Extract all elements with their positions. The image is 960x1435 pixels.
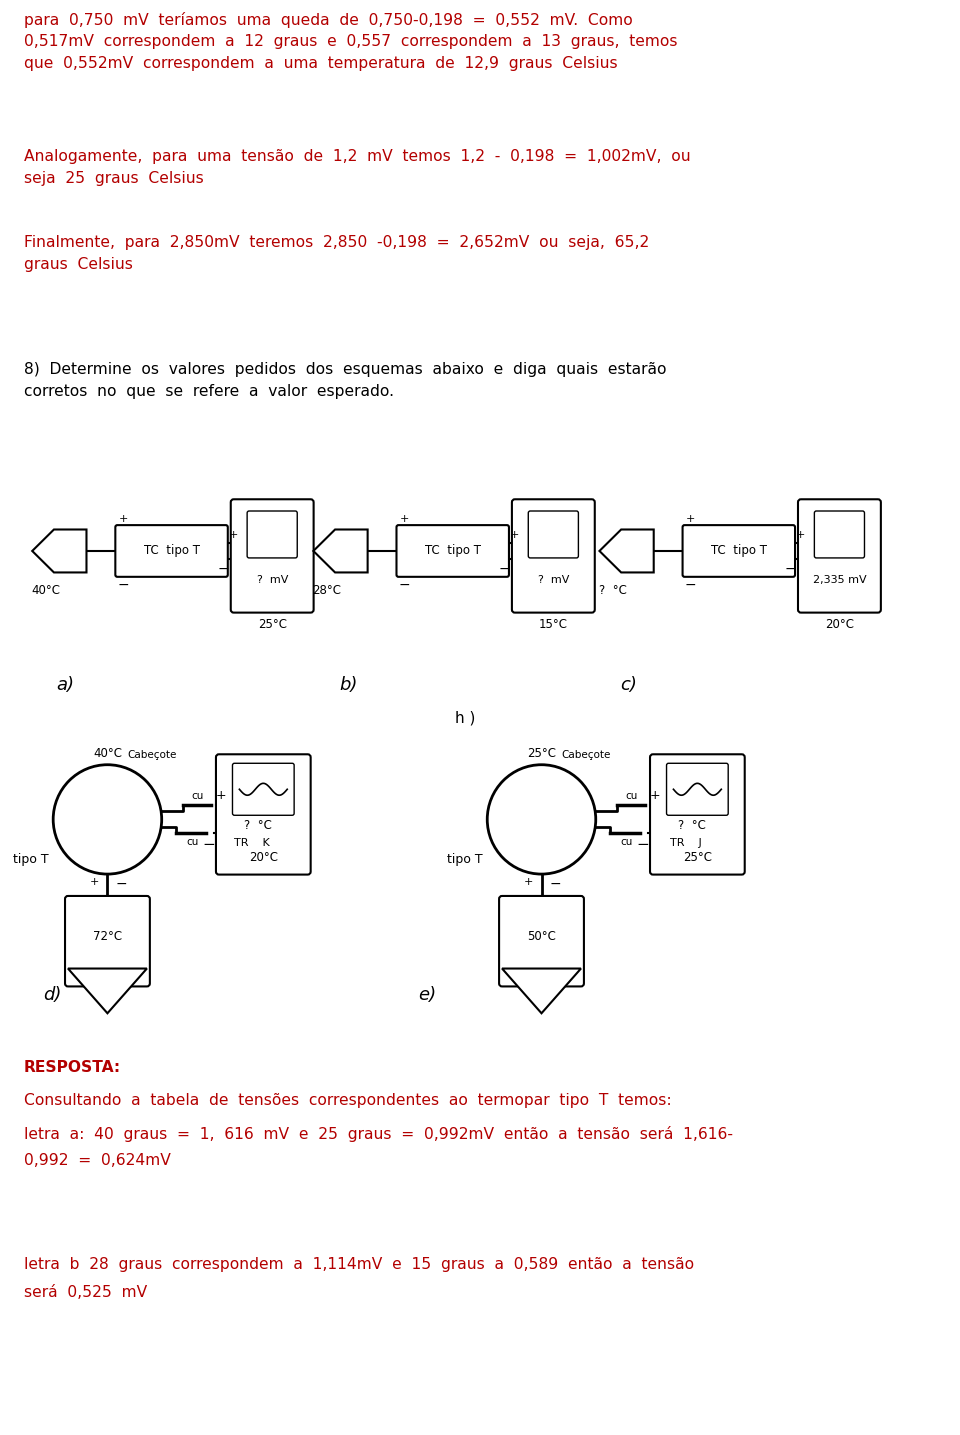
Text: que  0,552mV  correspondem  a  uma  temperatura  de  12,9  graus  Celsius: que 0,552mV correspondem a uma temperatu… [24,56,617,70]
FancyBboxPatch shape [216,755,311,874]
Polygon shape [313,530,368,573]
Text: 20°C: 20°C [249,851,277,864]
Text: 40°C: 40°C [32,584,60,597]
Text: 50°C: 50°C [527,930,556,943]
Text: b): b) [339,676,358,695]
Text: +: + [229,530,238,540]
Text: Cabeçote: Cabeçote [127,749,177,759]
Text: −: − [203,837,215,852]
Polygon shape [33,530,86,573]
Text: +: + [650,788,660,802]
Circle shape [488,765,596,874]
Text: 25°C: 25°C [683,851,712,864]
FancyBboxPatch shape [247,511,298,558]
Text: Cabeçote: Cabeçote [562,749,611,759]
Text: corretos  no  que  se  refere  a  valor  esperado.: corretos no que se refere a valor espera… [24,385,394,399]
FancyBboxPatch shape [814,511,865,558]
Circle shape [53,765,161,874]
Polygon shape [68,969,147,1013]
Text: ?  mV: ? mV [538,574,569,584]
FancyBboxPatch shape [683,525,795,577]
Text: seja  25  graus  Celsius: seja 25 graus Celsius [24,171,204,187]
FancyBboxPatch shape [499,895,584,986]
Text: −: − [498,563,510,575]
Text: letra  b  28  graus  correspondem  a  1,114mV  e  15  graus  a  0,589  então  a : letra b 28 graus correspondem a 1,114mV … [24,1257,694,1271]
FancyBboxPatch shape [230,499,314,613]
Text: ?  °C: ? °C [599,584,627,597]
Text: −: − [784,563,796,575]
Text: +: + [118,514,128,524]
Text: TR    J: TR J [670,838,702,848]
Text: 15°C: 15°C [539,617,568,630]
Text: −: − [117,578,129,591]
Text: 25°C: 25°C [527,746,556,759]
Text: Finalmente,  para  2,850mV  teremos  2,850  -0,198  =  2,652mV  ou  seja,  65,2: Finalmente, para 2,850mV teremos 2,850 -… [24,235,649,250]
FancyBboxPatch shape [798,499,881,613]
Text: +: + [90,877,100,887]
Text: RESPOSTA:: RESPOSTA: [24,1060,121,1075]
Text: 40°C: 40°C [93,746,122,759]
Text: para  0,750  mV  teríamos  uma  queda  de  0,750-0,198  =  0,552  mV.  Como: para 0,750 mV teríamos uma queda de 0,75… [24,11,633,29]
Text: 0,517mV  correspondem  a  12  graus  e  0,557  correspondem  a  13  graus,  temo: 0,517mV correspondem a 12 graus e 0,557 … [24,34,677,49]
Text: 2,335 mV: 2,335 mV [812,574,866,584]
Text: −: − [636,837,650,852]
Text: 8)  Determine  os  valores  pedidos  dos  esquemas  abaixo  e  diga  quais  esta: 8) Determine os valores pedidos dos esqu… [24,362,666,377]
Text: TC  tipo T: TC tipo T [710,544,767,557]
FancyBboxPatch shape [666,763,729,815]
Text: graus  Celsius: graus Celsius [24,257,132,271]
Text: +: + [399,514,409,524]
Text: c): c) [620,676,637,695]
Text: −: − [398,578,410,591]
Text: 20°C: 20°C [825,617,854,630]
Text: d): d) [43,986,61,1004]
Text: h ): h ) [455,710,475,725]
Text: −: − [684,578,696,591]
Text: −: − [549,877,561,891]
FancyBboxPatch shape [528,511,578,558]
Polygon shape [599,530,654,573]
Text: ?  °C: ? °C [679,819,707,832]
Text: será  0,525  mV: será 0,525 mV [24,1284,147,1300]
Text: TC  tipo T: TC tipo T [144,544,200,557]
Text: −: − [217,563,228,575]
Text: Analogamente,  para  uma  tensão  de  1,2  mV  temos  1,2  -  0,198  =  1,002mV,: Analogamente, para uma tensão de 1,2 mV … [24,149,690,165]
FancyBboxPatch shape [65,895,150,986]
Text: 28°C: 28°C [312,584,342,597]
Text: cu: cu [191,791,204,801]
FancyBboxPatch shape [396,525,509,577]
FancyBboxPatch shape [512,499,595,613]
Text: +: + [524,877,534,887]
Text: tipo T: tipo T [12,852,48,865]
Text: letra  a:  40  graus  =  1,  616  mV  e  25  graus  =  0,992mV  então  a  tensão: letra a: 40 graus = 1, 616 mV e 25 graus… [24,1125,732,1142]
Text: cu: cu [625,791,637,801]
Text: cu: cu [186,837,199,847]
Text: Consultando  a  tabela  de  tensões  correspondentes  ao  termopar  tipo  T  tem: Consultando a tabela de tensões correspo… [24,1093,671,1108]
FancyBboxPatch shape [650,755,745,874]
Text: 25°C: 25°C [257,617,287,630]
Text: +: + [510,530,519,540]
Text: e): e) [419,986,436,1004]
Text: TR    K: TR K [233,838,270,848]
Text: ?  mV: ? mV [256,574,288,584]
Text: −: − [115,877,127,891]
Text: +: + [685,514,695,524]
Text: TC  tipo T: TC tipo T [424,544,481,557]
Text: 72°C: 72°C [93,930,122,943]
Text: +: + [216,788,227,802]
Polygon shape [502,969,581,1013]
Text: ?  °C: ? °C [245,819,273,832]
Text: 0,992  =  0,624mV: 0,992 = 0,624mV [24,1154,171,1168]
Text: cu: cu [620,837,633,847]
Text: a): a) [56,676,74,695]
FancyBboxPatch shape [232,763,294,815]
Text: +: + [796,530,805,540]
FancyBboxPatch shape [115,525,228,577]
Text: tipo T: tipo T [446,852,482,865]
